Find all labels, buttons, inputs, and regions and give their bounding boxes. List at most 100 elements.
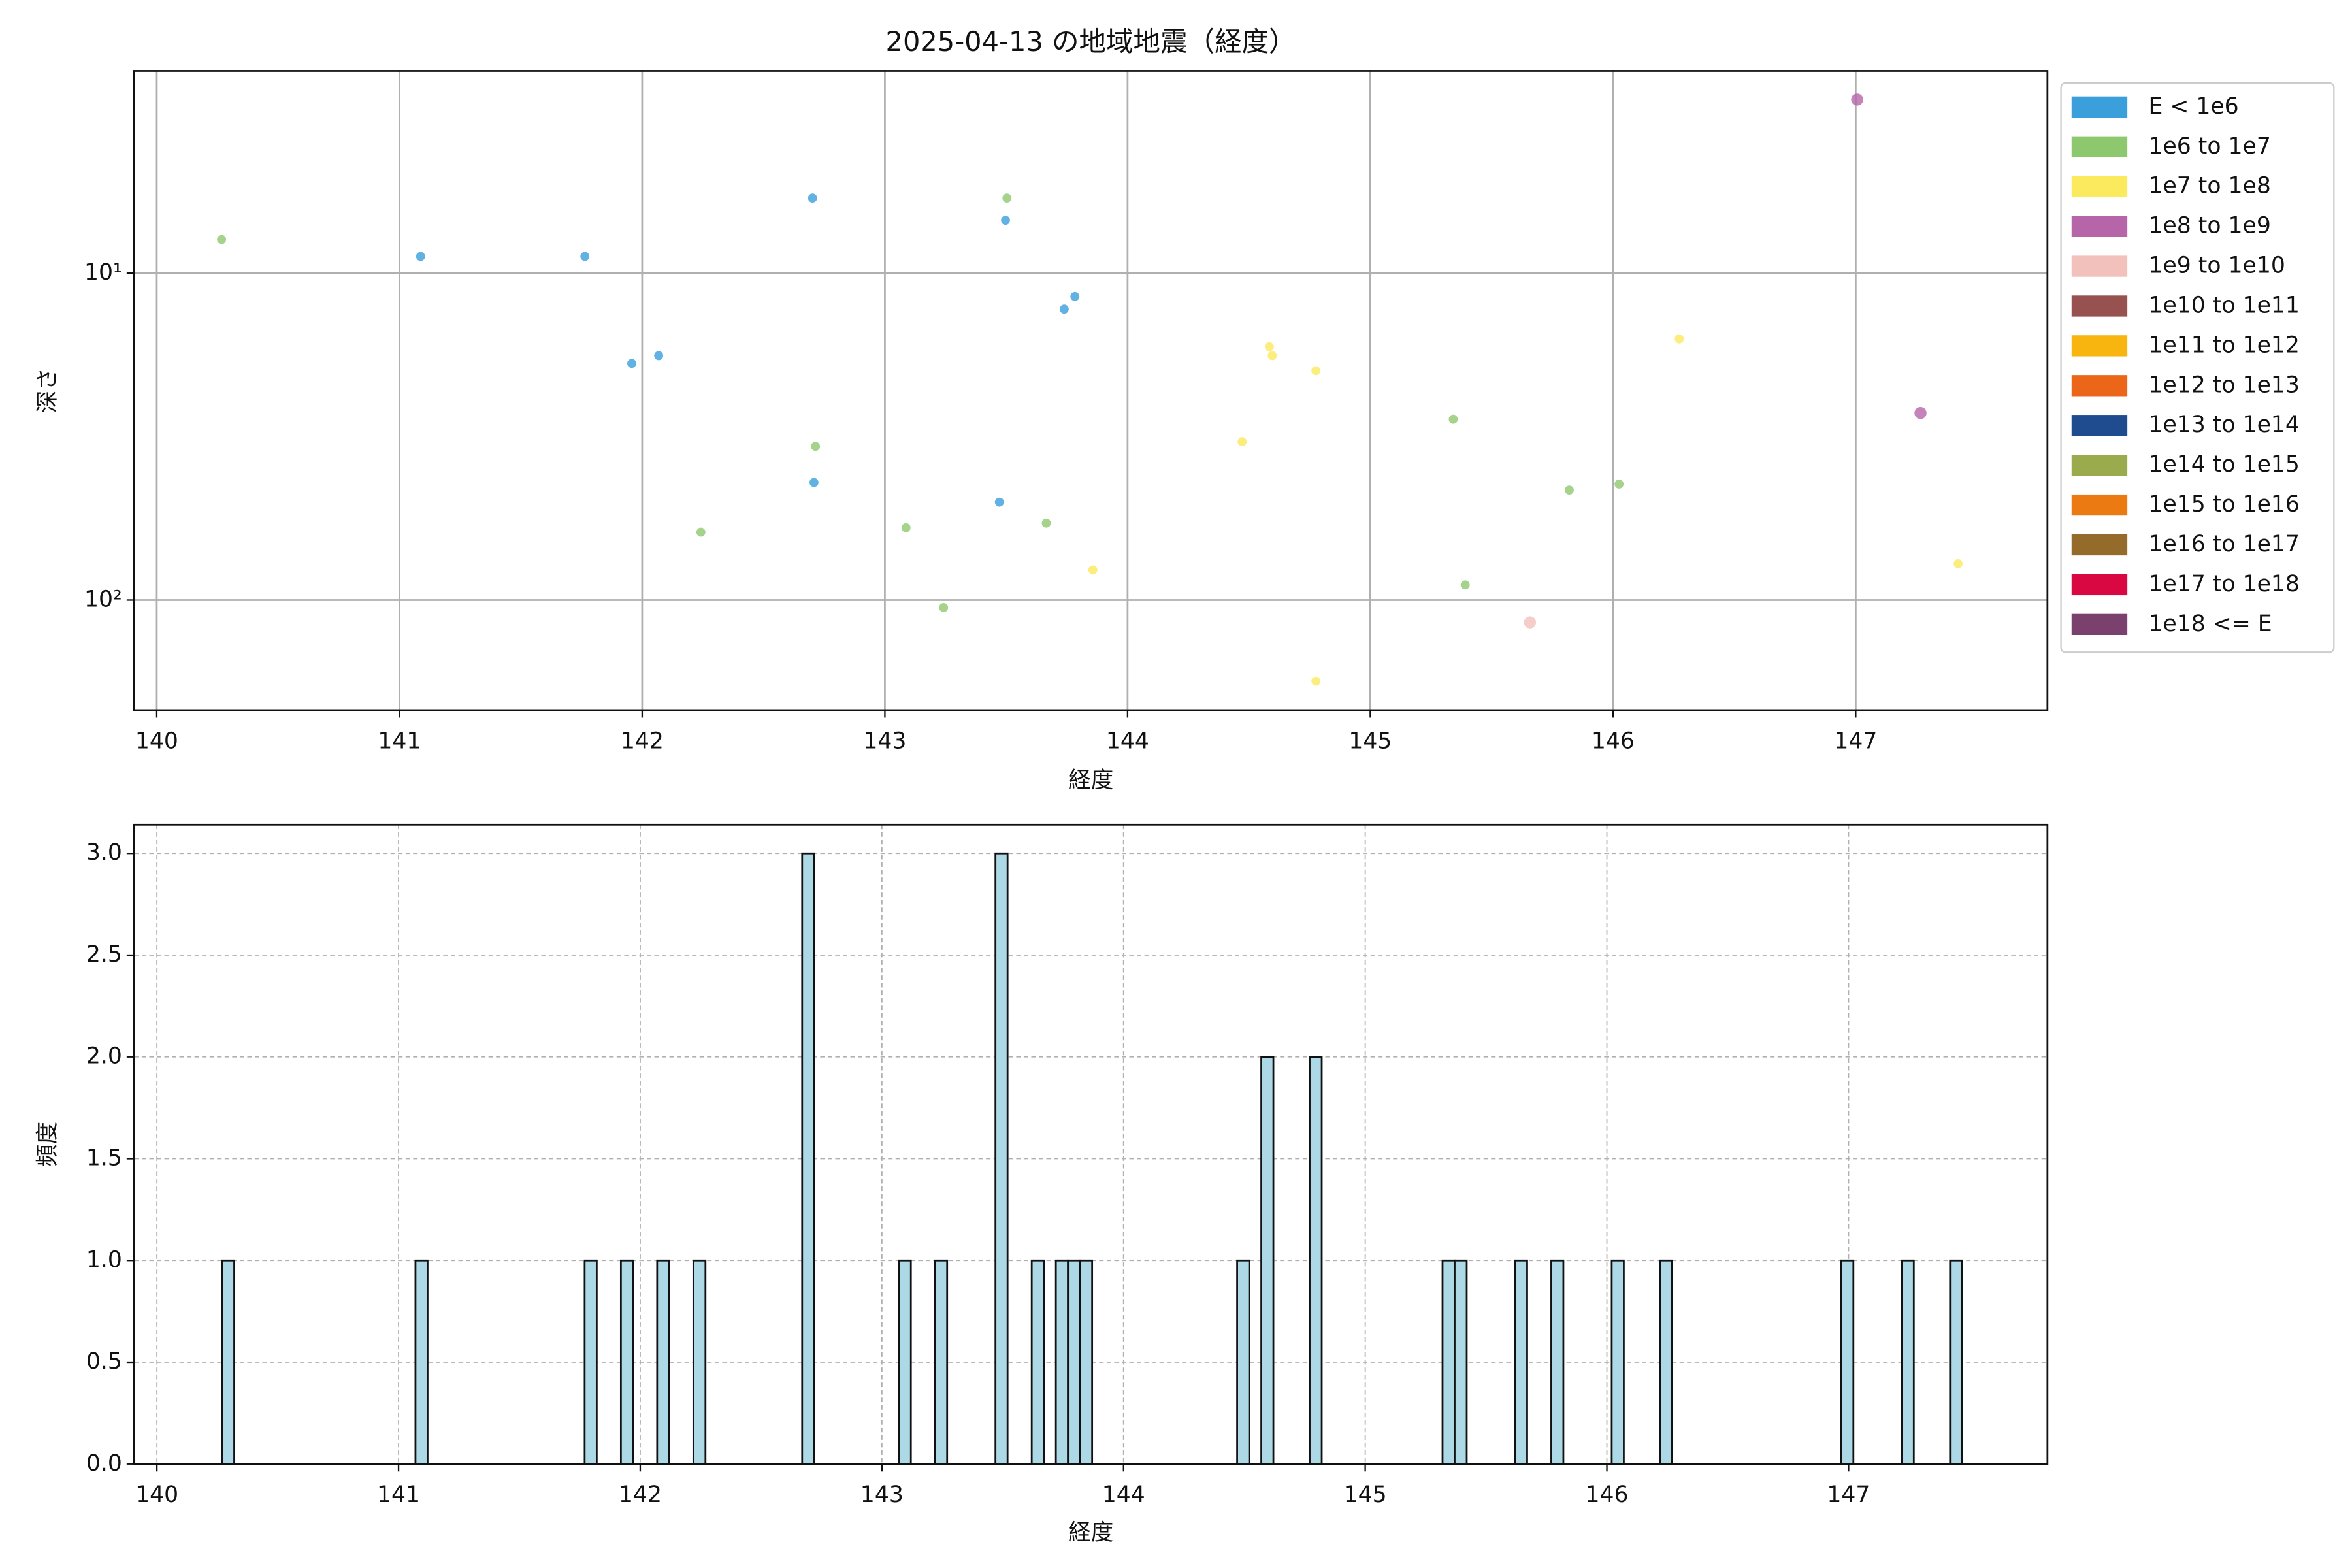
scatter-point	[1267, 351, 1277, 361]
legend-swatch	[2071, 455, 2128, 476]
y-axis-label: 深さ	[35, 368, 61, 413]
scatter-point	[580, 252, 590, 261]
x-tick-label: 140	[135, 728, 178, 754]
x-axis-label: 経度	[1068, 767, 1113, 793]
legend-swatch	[2071, 335, 2128, 357]
y-tick-label: 0.0	[86, 1450, 122, 1477]
legend-label: 1e16 to 1e17	[2148, 531, 2299, 557]
scatter-point	[1851, 93, 1863, 106]
y-tick-label: 1.5	[86, 1145, 122, 1171]
histogram-bar	[1949, 1259, 1963, 1465]
scatter-point	[1565, 485, 1574, 495]
legend-swatch	[2071, 494, 2128, 516]
x-tick-label: 142	[619, 1482, 662, 1508]
x-tick-label: 144	[1106, 728, 1149, 754]
scatter-point	[1460, 580, 1470, 590]
scatter-point	[1614, 480, 1624, 489]
y-tick-label: 3.0	[86, 840, 122, 866]
y-tick-label: 10²	[84, 586, 122, 612]
legend-label: 1e6 to 1e7	[2148, 133, 2270, 159]
histogram-bar	[898, 1259, 912, 1465]
legend-swatch	[2071, 613, 2128, 635]
x-tick-label: 145	[1344, 1482, 1387, 1508]
scatter-point	[1237, 437, 1247, 447]
legend-swatch	[2071, 574, 2128, 596]
legend-swatch	[2071, 295, 2128, 317]
scatter-point	[1914, 406, 1927, 419]
x-tick-label: 146	[1585, 1482, 1628, 1508]
x-tick-label: 142	[621, 728, 664, 754]
legend-label: 1e8 to 1e9	[2148, 213, 2270, 239]
plot-frame	[133, 823, 2049, 1465]
histogram-bar	[1840, 1259, 1855, 1465]
histogram-bar	[692, 1259, 707, 1465]
scatter-point	[901, 523, 911, 532]
x-tick-label: 141	[377, 1482, 420, 1508]
histogram-bar	[1079, 1259, 1094, 1465]
histogram-bar	[1236, 1259, 1250, 1465]
scatter-point	[1070, 291, 1080, 301]
y-tick-label: 0.5	[86, 1348, 122, 1375]
x-tick-label: 140	[135, 1482, 178, 1508]
histogram-bar	[1054, 1259, 1070, 1465]
legend-label: 1e9 to 1e10	[2148, 253, 2285, 279]
x-tick-label: 143	[860, 1482, 904, 1508]
scatter-point	[1264, 342, 1274, 351]
legend-label: 1e14 to 1e15	[2148, 451, 2299, 478]
scatter-point	[654, 351, 664, 361]
histogram-bar	[934, 1259, 949, 1465]
y-tick-label: 10¹	[84, 259, 122, 286]
legend-swatch	[2071, 255, 2128, 277]
histogram-bar	[656, 1259, 670, 1465]
histogram-bar	[414, 1259, 429, 1465]
scatter-point	[696, 527, 706, 537]
legend-box	[2060, 82, 2335, 653]
scatter-point	[627, 359, 636, 368]
scatter-point	[809, 478, 819, 487]
scatter-point	[1674, 334, 1684, 344]
scatter-point	[1002, 193, 1012, 203]
histogram-bar	[1610, 1259, 1625, 1465]
legend-label: 1e18 <= E	[2148, 611, 2272, 637]
histogram-bar	[801, 852, 815, 1465]
scatter-point	[1060, 304, 1069, 314]
legend-label: 1e15 to 1e16	[2148, 491, 2299, 517]
legend-label: E < 1e6	[2148, 93, 2238, 120]
scatter-point	[1088, 565, 1098, 575]
histogram-bar	[619, 1259, 634, 1465]
histogram-bar	[1454, 1259, 1468, 1465]
legend-swatch	[2071, 96, 2128, 118]
x-tick-label: 146	[1592, 728, 1635, 754]
x-tick-label: 145	[1348, 728, 1392, 754]
scatter-point	[1524, 616, 1537, 629]
legend-label: 1e13 to 1e14	[2148, 412, 2299, 438]
histogram-bar	[221, 1259, 235, 1465]
histogram-bar	[1260, 1056, 1275, 1465]
scatter-point	[1001, 216, 1010, 225]
histogram-bar	[1659, 1259, 1673, 1465]
legend-swatch	[2071, 415, 2128, 436]
scatter-point	[217, 235, 227, 244]
scatter-point	[808, 193, 817, 203]
legend-label: 1e10 to 1e11	[2148, 292, 2299, 318]
histogram-bar	[994, 852, 1009, 1465]
histogram-bar	[1550, 1259, 1565, 1465]
legend-label: 1e11 to 1e12	[2148, 332, 2299, 358]
chart-title: 2025-04-13 の地域地震（経度）	[886, 25, 1296, 57]
x-axis-label: 経度	[1068, 1520, 1113, 1546]
legend-swatch	[2071, 534, 2128, 556]
histogram-bar	[583, 1259, 598, 1465]
scatter-point	[939, 602, 949, 612]
plot-frame	[133, 70, 2049, 711]
histogram-bar	[1901, 1259, 1915, 1465]
x-tick-label: 144	[1102, 1482, 1145, 1508]
legend-swatch	[2071, 176, 2128, 197]
x-tick-label: 147	[1827, 1482, 1870, 1508]
legend-label: 1e12 to 1e13	[2148, 372, 2299, 398]
y-tick-label: 2.0	[86, 1043, 122, 1070]
scatter-point	[416, 252, 425, 261]
scatter-point	[1448, 414, 1458, 424]
legend-swatch	[2071, 216, 2128, 237]
